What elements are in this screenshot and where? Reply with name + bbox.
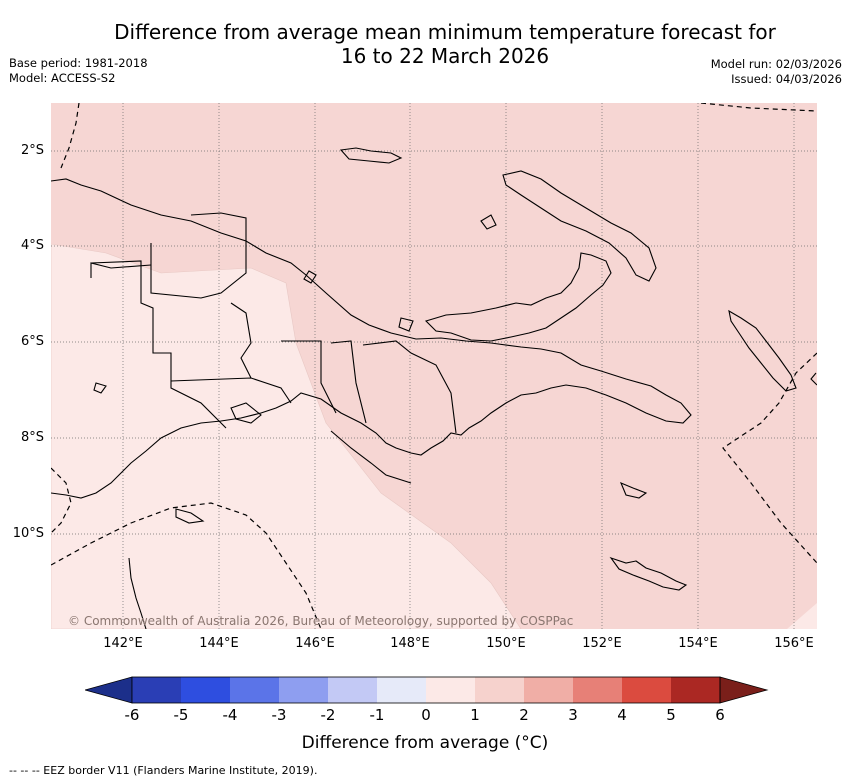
map-canvas: [51, 103, 817, 629]
province-border-9: [90, 262, 152, 278]
colorbar-tick-label: -4: [222, 706, 238, 724]
province-border-4: [230, 302, 252, 379]
torres-island-2: [230, 402, 262, 424]
colorbar-tick-label: 6: [715, 706, 725, 724]
colorbar: [85, 676, 769, 704]
colorbar-cell: [132, 677, 181, 703]
province-border-3: [170, 377, 292, 404]
lon-label-142e: 142°E: [103, 636, 143, 651]
lat-label-6s: 6°S: [20, 334, 44, 349]
colorbar-cell: [426, 677, 475, 703]
lon-label-152e: 152°E: [582, 636, 622, 651]
milne-bay-islands: [609, 556, 688, 591]
colorbar-cell: [279, 677, 328, 703]
bougainville-tip: [810, 372, 817, 386]
title-line-1: Difference from average mean minimum tem…: [114, 20, 776, 44]
province-border-1: [90, 260, 227, 429]
colorbar-cell: [622, 677, 671, 703]
anomaly-region-0-to-1-southeast: [787, 603, 817, 629]
colorbar-frame: [131, 676, 721, 704]
small-islands: [93, 214, 497, 394]
lon-label-150e: 150°E: [486, 636, 526, 651]
graticule: [51, 103, 817, 629]
new-britain-coast: [424, 252, 612, 342]
colorbar-tick-label: 0: [421, 706, 431, 724]
model-run-date: Model run: 02/03/2026: [710, 57, 842, 71]
eez-footnote: -- -- -- EEZ border V11 (Flanders Marine…: [9, 764, 318, 777]
lon-label-154e: 154°E: [678, 636, 718, 651]
colorbar-cell: [573, 677, 622, 703]
chart-title: Difference from average mean minimum tem…: [60, 20, 830, 68]
torres-island-1: [175, 508, 205, 524]
colorbar-tick-label: 4: [617, 706, 627, 724]
eez-border-south: [51, 502, 322, 629]
lat-label-2s: 2°S: [20, 143, 44, 158]
lat-label-8s: 8°S: [20, 430, 44, 445]
eez-borders: [51, 103, 817, 629]
province-border-6: [330, 340, 367, 424]
province-border-2: [150, 212, 247, 299]
lon-label-156e: 156°E: [774, 636, 814, 651]
coastlines: [51, 147, 817, 629]
colorbar-cell: [230, 677, 279, 703]
lat-label-4s: 4°S: [20, 238, 44, 253]
base-period: Base period: 1981-2018: [9, 56, 148, 70]
colorbar-tick-label: -2: [320, 706, 336, 724]
colorbar-tick-label: -3: [271, 706, 287, 724]
lon-label-146e: 146°E: [295, 636, 335, 651]
province-border-7: [362, 340, 457, 434]
model-info: Base period: 1981-2018 Model: ACCESS-S2: [9, 56, 148, 86]
colorbar-tick-label: 5: [666, 706, 676, 724]
new-guinea-coast: [51, 178, 692, 499]
run-info: Model run: 02/03/2026 Issued: 04/03/2026: [711, 57, 842, 87]
entrecasteaux-islands: [619, 481, 648, 499]
anomaly-region-0-to-1: [51, 243, 522, 629]
model-name: Model: ACCESS-S2: [9, 71, 116, 85]
colorbar-tick-label: -5: [173, 706, 189, 724]
colorbar-tick-label: 1: [470, 706, 480, 724]
cape-york-coast: [128, 557, 147, 629]
bougainville-coast: [728, 309, 797, 392]
colorbar-cell: [377, 677, 426, 703]
colorbar-extend-high: [719, 676, 769, 704]
colorbar-label: Difference from average (°C): [301, 733, 549, 753]
lat-label-10s: 10°S: [12, 526, 44, 541]
eez-border-north: [60, 103, 80, 169]
lon-label-148e: 148°E: [390, 636, 430, 651]
issued-date: Issued: 04/03/2026: [731, 72, 842, 86]
colorbar-cell: [671, 677, 720, 703]
colorbar-cell: [475, 677, 524, 703]
colorbar-tick-label: -6: [124, 706, 140, 724]
colorbar-cell: [328, 677, 377, 703]
copyright-notice: © Commonwealth of Australia 2026, Bureau…: [68, 614, 574, 628]
colorbar-cell: [524, 677, 573, 703]
province-border-5: [281, 340, 337, 414]
colorbar-cell: [181, 677, 230, 703]
manus-coast: [339, 147, 403, 164]
new-ireland-coast: [502, 170, 657, 282]
colorbar-extend-low: [85, 676, 133, 704]
colorbar-tick-label: 3: [568, 706, 578, 724]
province-border-8: [330, 430, 412, 484]
forecast-map: [51, 103, 817, 629]
eez-border-east: [700, 103, 817, 112]
eez-border-southeast: [722, 352, 817, 564]
title-line-2: 16 to 22 March 2026: [340, 44, 550, 68]
lon-label-144e: 144°E: [199, 636, 239, 651]
colorbar-tick-label: -1: [369, 706, 385, 724]
colorbar-tick-label: 2: [519, 706, 529, 724]
